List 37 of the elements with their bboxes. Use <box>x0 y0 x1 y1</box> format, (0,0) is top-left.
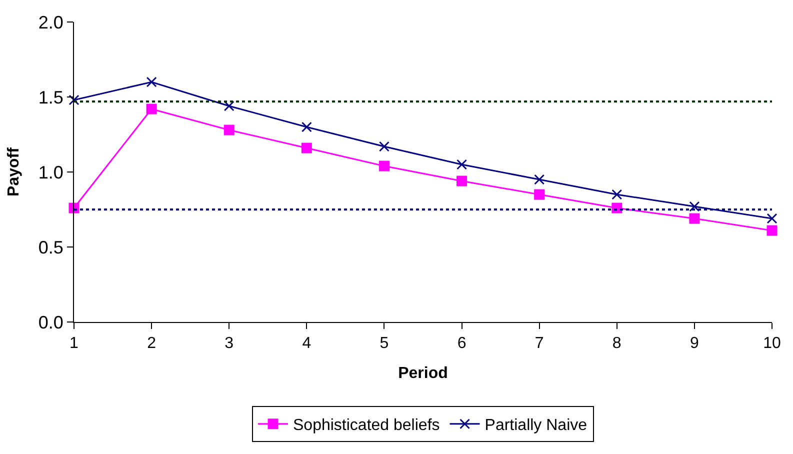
x-tick-label: 10 <box>763 335 781 352</box>
y-axis-title: Payoff <box>5 146 22 196</box>
legend-label: Partially Naive <box>484 417 588 434</box>
x-tick-label: 5 <box>380 335 389 352</box>
point <box>146 104 157 114</box>
x-tick-label: 8 <box>612 335 622 352</box>
x-tick-label: 3 <box>224 335 234 352</box>
point <box>766 225 778 236</box>
point <box>689 213 700 224</box>
x-tick-label: 1 <box>70 335 79 352</box>
point <box>456 159 468 170</box>
point <box>534 174 545 185</box>
x-tick-label: 4 <box>302 335 312 352</box>
y-tick-label: 0.0 <box>38 312 64 332</box>
y-tick-label: 1.5 <box>38 87 64 108</box>
y-tick-label: 1.0 <box>38 162 64 182</box>
x-tick-label: 2 <box>147 335 156 352</box>
point <box>456 176 468 186</box>
y-tick-label: 2.0 <box>38 12 64 32</box>
y-tick-label: 0.5 <box>38 237 64 258</box>
point <box>534 189 545 200</box>
point <box>766 213 778 224</box>
point <box>612 189 622 200</box>
point <box>689 201 700 212</box>
point <box>224 124 234 136</box>
point <box>378 160 390 172</box>
legend-label: Sophisticated beliefs <box>293 417 440 434</box>
point <box>68 94 80 106</box>
x-tick-label: 7 <box>534 335 544 352</box>
point <box>301 122 312 132</box>
point <box>378 141 390 152</box>
point <box>146 76 157 88</box>
x-axis-title: Period <box>398 364 448 382</box>
x-tick-label: 6 <box>457 335 466 352</box>
point <box>224 100 234 112</box>
point <box>301 142 312 154</box>
x-tick-label: 9 <box>690 335 699 352</box>
